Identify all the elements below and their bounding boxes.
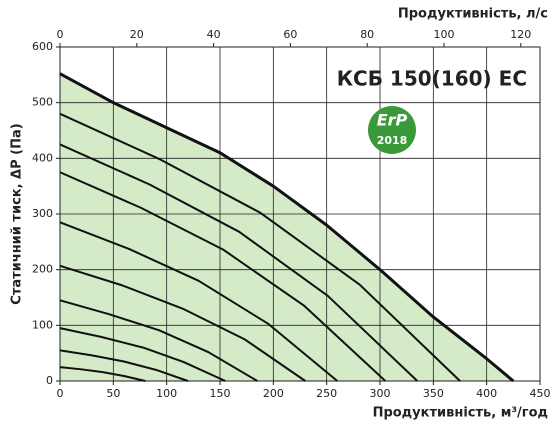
x2-axis-label: Продуктивність, л/с: [398, 7, 548, 22]
badge-circle: [368, 106, 416, 154]
y-tick-label: 100: [32, 318, 53, 331]
x-tick-label: 100: [156, 387, 177, 400]
y-tick-label: 500: [32, 96, 53, 109]
line-layer: [59, 72, 515, 383]
x-tick-label: 0: [57, 387, 64, 400]
x-tick-label: 50: [106, 387, 120, 400]
performance-curve: [59, 112, 461, 382]
x-tick-label: 150: [210, 387, 231, 400]
area: [60, 73, 514, 381]
y-tick-label: 200: [32, 263, 53, 276]
performance-curve: [59, 171, 387, 382]
x2-tick-label: 120: [510, 28, 531, 41]
badge-year: 2018: [377, 134, 408, 147]
performance-curve: [59, 366, 146, 382]
chart-title: КСБ 150(160) ЕС: [337, 67, 527, 91]
performance-curve: [59, 221, 338, 382]
x-tick-label: 300: [370, 387, 391, 400]
plot-frame: [59, 46, 541, 382]
x-tick-label: 350: [423, 387, 444, 400]
badge-text: ErP: [377, 111, 408, 130]
performance-curve: [59, 299, 258, 382]
x-tick-label: 250: [316, 387, 337, 400]
x2-tick-label: 80: [360, 28, 374, 41]
x-tick-label: 450: [530, 387, 551, 400]
area-layer: [60, 73, 514, 381]
x-axis-label: Продуктивність, м³/год: [373, 406, 548, 421]
performance-curve: [59, 143, 419, 382]
x2-tick-label: 60: [283, 28, 297, 41]
y-axis-label: Статичний тиск, ΔР (Па): [10, 123, 25, 304]
x2-tick-label: 0: [57, 28, 64, 41]
y-tick-label: 0: [46, 374, 53, 387]
y-tick-label: 400: [32, 151, 53, 164]
y-tick-label: 600: [32, 40, 53, 53]
performance-curve: [59, 349, 189, 382]
text-layer: КСБ 150(160) ЕС Продуктивність, л/с Прод…: [10, 7, 551, 421]
x2-tick-label: 40: [207, 28, 221, 41]
grid-layer: [56, 43, 541, 385]
x2-tick-label: 100: [434, 28, 455, 41]
x-tick-label: 400: [476, 387, 497, 400]
y-tick-label: 300: [32, 207, 53, 220]
x2-tick-label: 20: [130, 28, 144, 41]
performance-curve: [59, 264, 306, 382]
x-tick-label: 200: [263, 387, 284, 400]
performance-curve: [59, 72, 515, 383]
performance-curve: [59, 327, 226, 382]
